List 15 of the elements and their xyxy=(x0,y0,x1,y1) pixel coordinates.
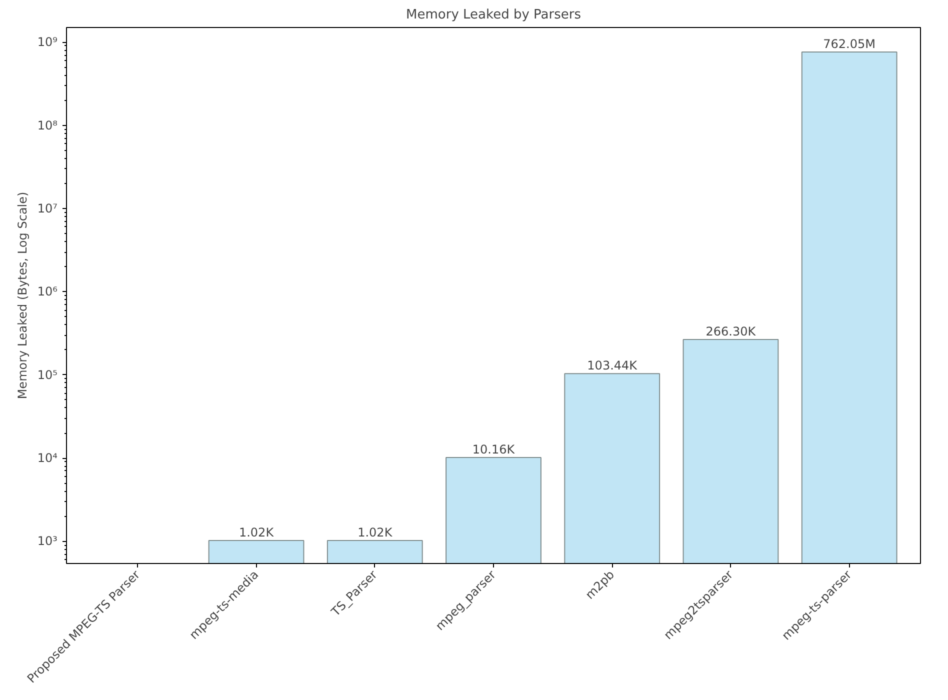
data-label: 103.44K xyxy=(587,358,638,373)
y-axis-title: Memory Leaked (Bytes, Log Scale) xyxy=(15,192,30,400)
data-label: 266.30K xyxy=(706,324,757,338)
data-label: 1.02K xyxy=(238,526,275,540)
y-tick-label: 10³ xyxy=(37,534,58,548)
chart-title: Memory Leaked by Parsers xyxy=(406,8,582,22)
y-tick-label: 10⁷ xyxy=(37,202,58,216)
data-label: 10.16K xyxy=(472,442,516,456)
y-tick-label: 10⁸ xyxy=(37,118,58,132)
data-label: 762.05M xyxy=(823,36,876,51)
data-label: 1.02K xyxy=(358,526,394,540)
y-tick-label: 10⁹ xyxy=(37,35,58,50)
y-tick-label: 10⁶ xyxy=(37,284,58,299)
y-tick-label: 10⁵ xyxy=(37,368,58,382)
y-tick-label: 10⁴ xyxy=(37,451,58,466)
